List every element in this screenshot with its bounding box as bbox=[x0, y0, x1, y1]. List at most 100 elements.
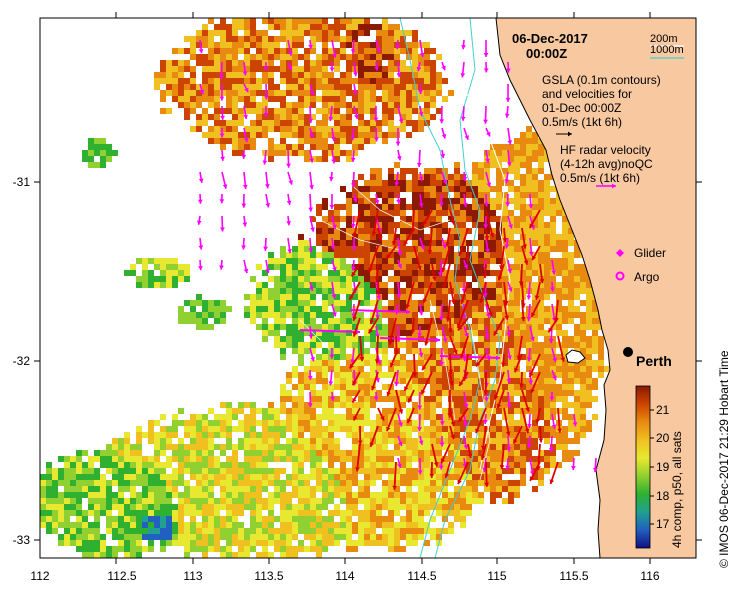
sst-pixel bbox=[166, 264, 172, 270]
sst-pixel bbox=[382, 84, 388, 90]
sst-pixel bbox=[418, 252, 424, 258]
sst-pixel bbox=[310, 528, 316, 534]
sst-pixel bbox=[334, 474, 340, 480]
sst-pixel bbox=[304, 30, 310, 36]
sst-pixel bbox=[58, 534, 64, 540]
sst-pixel bbox=[382, 420, 388, 426]
sst-pixel bbox=[370, 210, 376, 216]
sst-pixel bbox=[112, 528, 118, 534]
sst-pixel bbox=[202, 444, 208, 450]
sst-pixel bbox=[64, 516, 70, 522]
sst-pixel bbox=[334, 276, 340, 282]
sst-pixel bbox=[544, 228, 550, 234]
sst-pixel bbox=[256, 36, 262, 42]
sst-pixel bbox=[502, 486, 508, 492]
sst-pixel bbox=[472, 288, 478, 294]
sst-pixel bbox=[388, 522, 394, 528]
sst-pixel bbox=[172, 534, 178, 540]
sst-pixel bbox=[382, 54, 388, 60]
sst-pixel bbox=[154, 528, 160, 534]
sst-pixel bbox=[256, 54, 262, 60]
sst-pixel bbox=[118, 474, 124, 480]
sst-pixel bbox=[394, 132, 400, 138]
sst-pixel bbox=[256, 108, 262, 114]
sst-pixel bbox=[472, 312, 478, 318]
sst-pixel bbox=[568, 312, 574, 318]
sst-pixel bbox=[394, 30, 400, 36]
sst-pixel bbox=[178, 540, 184, 546]
sst-pixel bbox=[292, 72, 298, 78]
x-tick-label: 114.5 bbox=[407, 569, 436, 583]
sst-pixel bbox=[502, 150, 508, 156]
sst-pixel bbox=[334, 426, 340, 432]
sst-pixel bbox=[364, 432, 370, 438]
sst-pixel bbox=[316, 504, 322, 510]
sst-pixel bbox=[298, 516, 304, 522]
sst-pixel bbox=[148, 498, 154, 504]
sst-pixel bbox=[418, 372, 424, 378]
sst-pixel bbox=[142, 462, 148, 468]
sst-pixel bbox=[334, 30, 340, 36]
sst-pixel bbox=[292, 264, 298, 270]
sst-pixel bbox=[400, 174, 406, 180]
sst-pixel bbox=[70, 522, 76, 528]
sst-pixel bbox=[280, 528, 286, 534]
sst-pixel bbox=[334, 288, 340, 294]
sst-pixel bbox=[346, 240, 352, 246]
sst-pixel bbox=[472, 420, 478, 426]
sst-pixel bbox=[178, 480, 184, 486]
sst-pixel bbox=[88, 462, 94, 468]
sst-pixel bbox=[472, 210, 478, 216]
sst-pixel bbox=[388, 132, 394, 138]
sst-pixel bbox=[544, 426, 550, 432]
sst-pixel bbox=[550, 456, 556, 462]
sst-pixel bbox=[172, 258, 178, 264]
sst-pixel bbox=[346, 318, 352, 324]
sst-pixel bbox=[214, 114, 220, 120]
sst-pixel bbox=[268, 522, 274, 528]
sst-pixel bbox=[208, 528, 214, 534]
sst-pixel bbox=[226, 102, 232, 108]
sst-pixel bbox=[280, 384, 286, 390]
sst-pixel bbox=[274, 468, 280, 474]
sst-pixel bbox=[238, 132, 244, 138]
sst-pixel bbox=[226, 402, 232, 408]
sst-pixel bbox=[262, 126, 268, 132]
sst-pixel bbox=[496, 408, 502, 414]
sst-pixel bbox=[184, 522, 190, 528]
sst-pixel bbox=[202, 480, 208, 486]
sst-pixel bbox=[430, 198, 436, 204]
sst-pixel bbox=[322, 360, 328, 366]
sst-pixel bbox=[166, 282, 172, 288]
sst-pixel bbox=[214, 108, 220, 114]
sst-pixel bbox=[124, 522, 130, 528]
sst-pixel bbox=[388, 480, 394, 486]
sst-pixel bbox=[478, 480, 484, 486]
sst-pixel bbox=[382, 516, 388, 522]
sst-pixel bbox=[406, 264, 412, 270]
sst-pixel bbox=[412, 444, 418, 450]
sst-pixel bbox=[352, 480, 358, 486]
sst-pixel bbox=[118, 450, 124, 456]
sst-pixel bbox=[226, 408, 232, 414]
sst-pixel bbox=[262, 324, 268, 330]
sst-pixel bbox=[226, 138, 232, 144]
sst-pixel bbox=[250, 84, 256, 90]
sst-pixel bbox=[274, 438, 280, 444]
sst-pixel bbox=[490, 474, 496, 480]
sst-pixel bbox=[430, 348, 436, 354]
sst-pixel bbox=[328, 438, 334, 444]
sst-pixel bbox=[124, 486, 130, 492]
sst-pixel bbox=[472, 492, 478, 498]
sst-pixel bbox=[346, 306, 352, 312]
sst-pixel bbox=[190, 108, 196, 114]
sst-pixel bbox=[220, 498, 226, 504]
sst-pixel bbox=[514, 138, 520, 144]
sst-pixel bbox=[364, 540, 370, 546]
sst-pixel bbox=[52, 504, 58, 510]
sst-pixel bbox=[388, 312, 394, 318]
sst-pixel bbox=[322, 432, 328, 438]
sst-pixel bbox=[328, 234, 334, 240]
sst-pixel bbox=[412, 42, 418, 48]
sst-pixel bbox=[280, 60, 286, 66]
